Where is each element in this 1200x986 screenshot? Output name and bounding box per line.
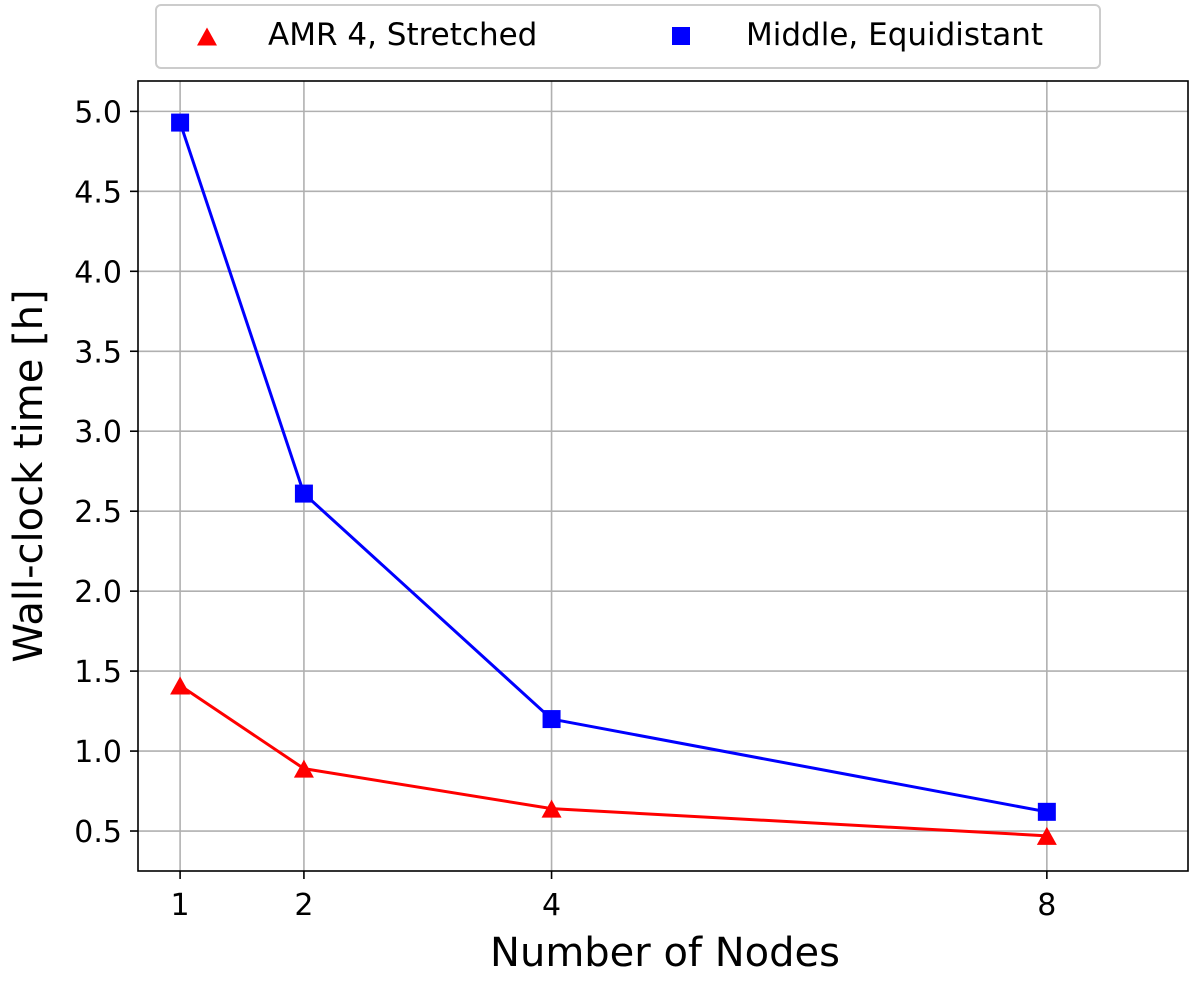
y-tick-label: 1.0 (74, 735, 122, 770)
y-tick-label: 3.5 (74, 335, 122, 370)
series-line-middle-equidistant (178, 122, 1048, 814)
legend-frame (155, 4, 1101, 69)
y-tick-label: 3.0 (74, 415, 122, 450)
legend-label-middle-equidistant: Middle, Equidistant (746, 17, 1043, 53)
data-point-middle-equidistant (1037, 802, 1056, 821)
series-group (170, 113, 1057, 845)
y-tick-label: 4.5 (74, 175, 122, 210)
data-point-amr-4-stretched (541, 799, 562, 818)
y-tick-label: 1.5 (74, 655, 122, 690)
data-point-middle-equidistant (542, 710, 561, 729)
y-tick-label: 2.5 (74, 495, 122, 530)
x-tick-label: 8 (1037, 888, 1056, 923)
data-point-amr-4-stretched (293, 759, 314, 778)
legend-marker-middle-equidistant (672, 27, 690, 45)
plot-frame (137, 80, 1189, 872)
legend-label-amr4-stretched: AMR 4, Stretched (268, 17, 537, 53)
legend-marker-amr4-stretched (197, 27, 217, 46)
data-point-middle-equidistant (294, 484, 313, 503)
y-tick-label: 0.5 (74, 815, 122, 850)
x-tick-label: 1 (171, 888, 190, 923)
x-tick-label: 4 (542, 888, 561, 923)
x-tick-label: 2 (294, 888, 313, 923)
legend: AMR 4, Stretched Middle, Equidistant (155, 4, 1101, 69)
data-point-amr-4-stretched (1036, 826, 1057, 845)
series-line-amr-4-stretched (179, 684, 1047, 838)
data-point-middle-equidistant (171, 113, 190, 132)
y-axis: 0.5 1.0 1.5 2.0 2.5 3.0 3.5 4.0 4.5 5.0 (74, 95, 138, 850)
x-axis-label: Number of Nodes (490, 930, 840, 976)
grid (138, 81, 1188, 871)
y-tick-label: 2.0 (74, 575, 122, 610)
x-axis: 1 2 4 8 (171, 871, 1056, 923)
y-tick-label: 4.0 (74, 255, 122, 290)
data-point-amr-4-stretched (170, 676, 191, 695)
y-tick-label: 5.0 (74, 95, 122, 130)
y-axis-label: Wall-clock time [h] (6, 289, 52, 662)
